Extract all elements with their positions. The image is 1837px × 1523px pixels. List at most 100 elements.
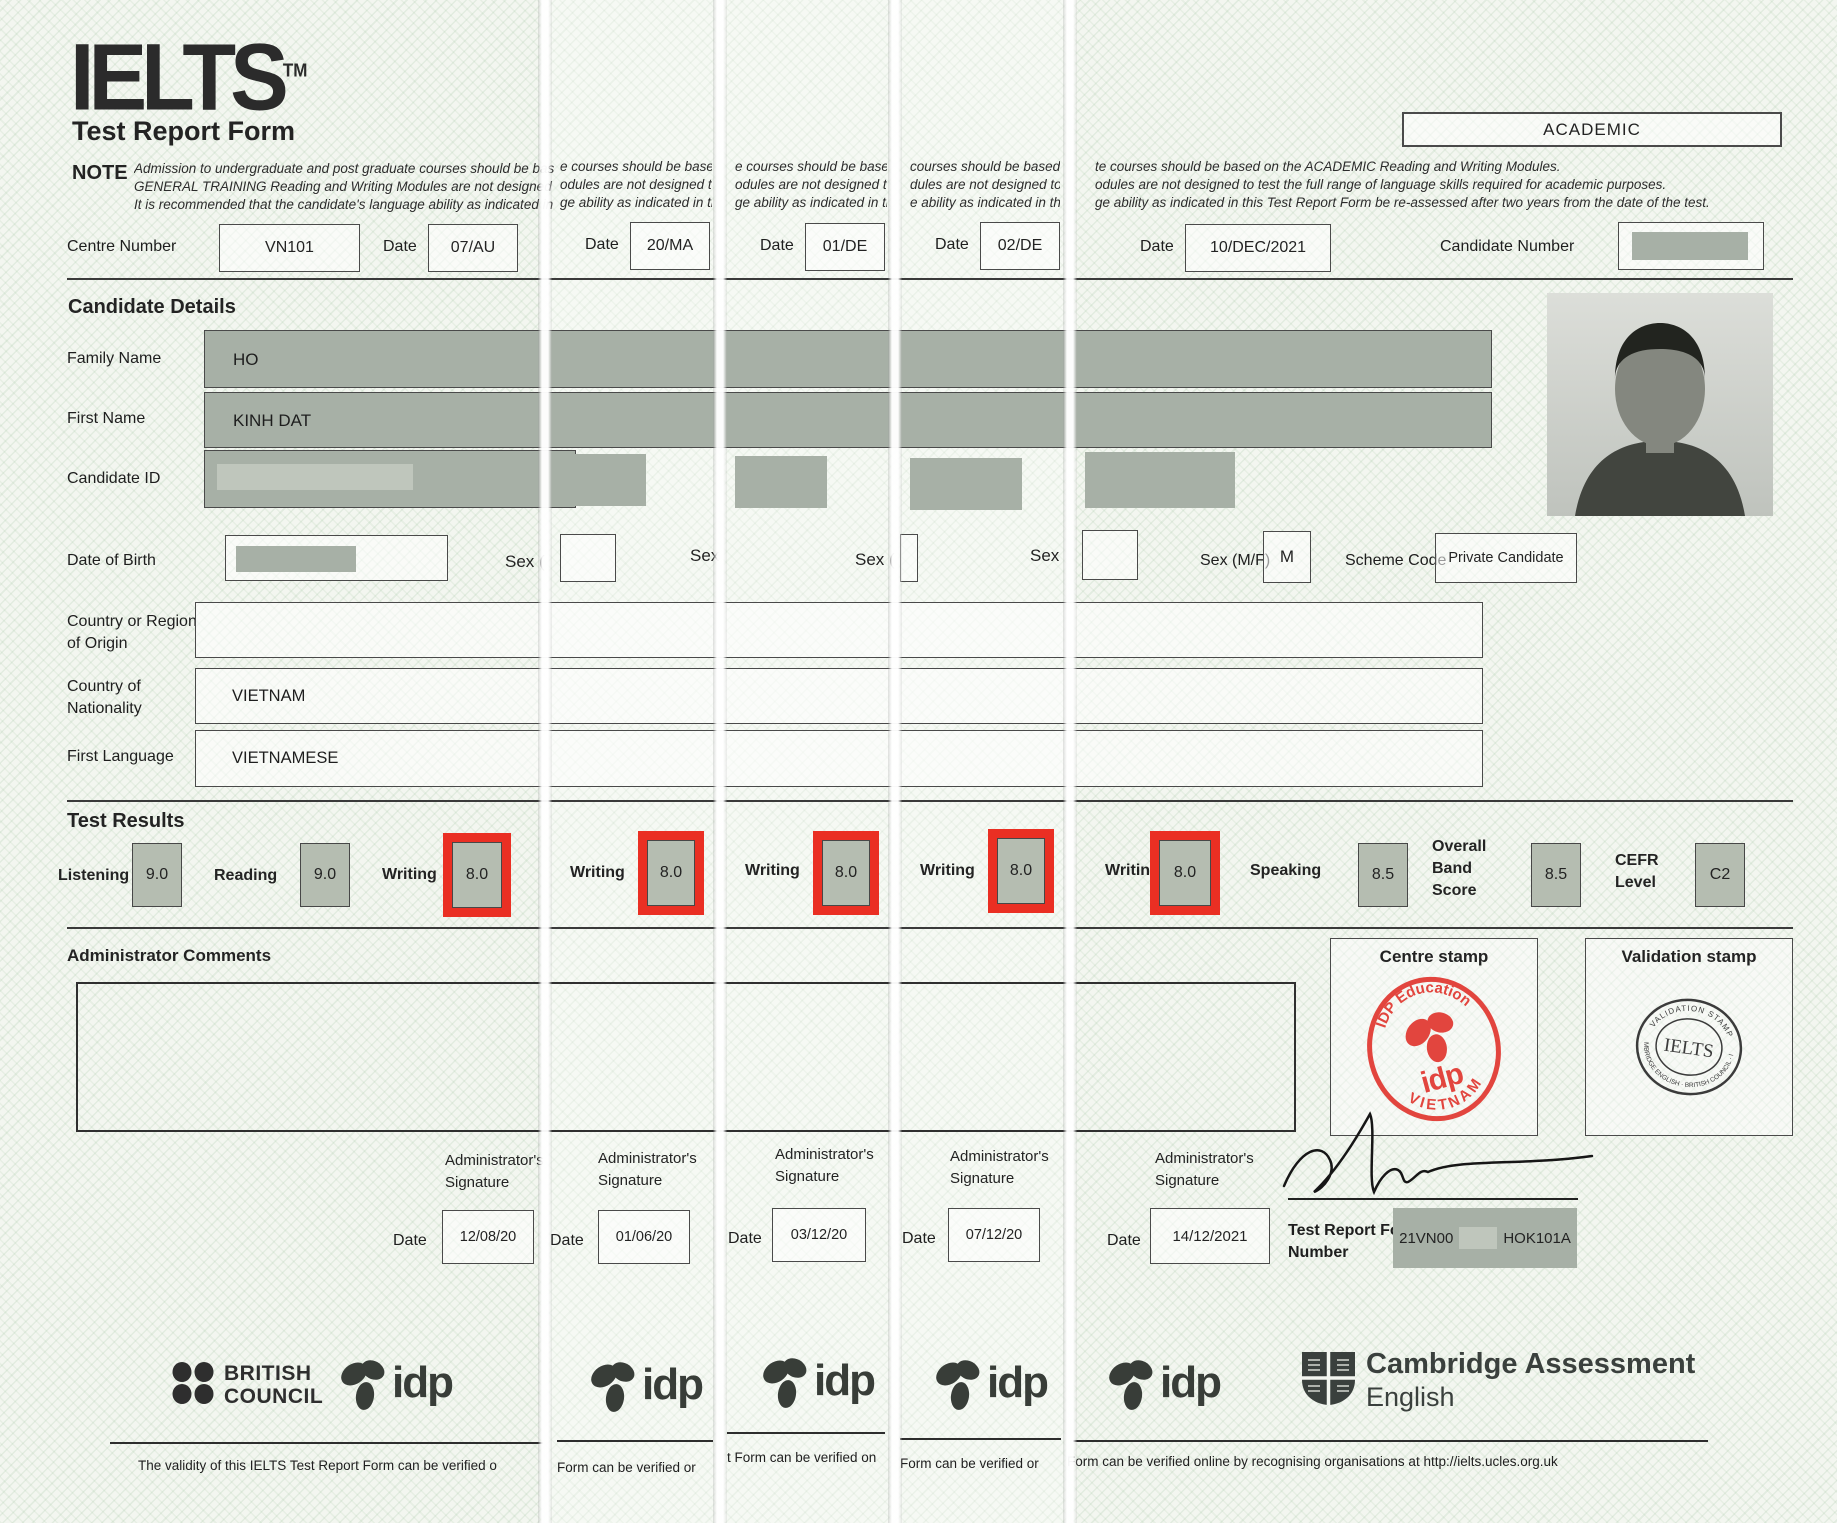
date-label-3: Date: [760, 237, 794, 254]
sig-label-2b: Signature: [598, 1172, 663, 1189]
sig-date-value-2: 01/06/20: [598, 1210, 690, 1264]
idp-icon-2: [591, 1362, 635, 1412]
scan-seam-1: [538, 0, 552, 1523]
first-name-box: KINH DAT: [204, 392, 1492, 448]
cefr-label-line1: CEFR: [1615, 852, 1659, 869]
first-name-value: KINH DAT: [233, 411, 312, 430]
writing-label-1: Writing: [382, 866, 437, 883]
cefr-label-line2: Level: [1615, 874, 1656, 891]
listening-score: 9.0: [132, 843, 182, 907]
writing-label-5: Writing: [1105, 862, 1160, 879]
british-council-label-line2: COUNCIL: [224, 1385, 324, 1408]
dob-label: Date of Birth: [67, 552, 156, 569]
trf-number-label-line1: Test Report Form: [1288, 1222, 1421, 1239]
validation-stamp-box: Validation stamp VALIDATION STAMP CAMBRI…: [1579, 938, 1793, 1136]
date-value-2: 20/MA: [630, 222, 710, 270]
sig-label-2a: Administrator's: [598, 1150, 697, 1167]
sig-date-label-2: Date: [550, 1232, 584, 1249]
family-name-value: HO: [233, 350, 259, 369]
speaking-label: Speaking: [1250, 862, 1322, 879]
family-name-box: HO: [204, 330, 1492, 388]
ielts-logo-text: IELTS: [70, 23, 289, 130]
reading-score: 9.0: [300, 843, 350, 907]
first-language-value: VIETNAMESE: [232, 749, 339, 767]
sig-label-1a: Administrator's: [445, 1152, 544, 1169]
note-line-3: It is recommended that the candidate's l…: [134, 197, 554, 212]
date-label-5: Date: [1140, 238, 1174, 255]
sex-fragment-2: Sex: [690, 546, 720, 565]
verify-rule-2: [557, 1440, 713, 1442]
writing-score-highlight-5: 8.0: [1150, 831, 1220, 915]
trf-number-box: 21VN00 HOK101A: [1393, 1208, 1577, 1268]
writing-score-highlight-1: 8.0: [443, 833, 511, 917]
speaking-score: 8.5: [1358, 843, 1408, 907]
british-council-icon: [172, 1362, 214, 1404]
idp-logo-2: [590, 1360, 636, 1421]
scheme-code-label: Scheme Code: [1345, 552, 1447, 569]
sig-label-4a: Administrator's: [950, 1148, 1049, 1165]
sex-fragment-4: Sex: [1030, 546, 1060, 565]
candidate-number-box: [1618, 222, 1764, 270]
verify-text-4: Form can be verified or: [900, 1456, 1039, 1471]
idp-icon-1: [341, 1360, 385, 1410]
verify-text-3: t Form can be verified on: [727, 1450, 877, 1465]
idp-icon-4: [936, 1360, 980, 1410]
note-frag3-3: ge ability as indicated in this Te: [735, 195, 887, 210]
writing-score-highlight-4: 8.0: [988, 829, 1054, 913]
sex-box-fragment-5: [1082, 530, 1138, 580]
admin-comments-box: [76, 982, 1296, 1132]
verify-text-1: The validity of this IELTS Test Report F…: [138, 1458, 497, 1473]
overall-band-score: 8.5: [1531, 843, 1581, 907]
date-label-4: Date: [935, 236, 969, 253]
sex-fragment-3: Sex (: [855, 550, 895, 569]
date-value-1: 07/AU: [428, 224, 518, 272]
note-right-1: te courses should be based on the ACADEM…: [1095, 159, 1561, 174]
note-frag3-2: odules are not designed to test: [735, 177, 887, 192]
nationality-label-line1: Country of: [67, 678, 141, 695]
nationality-value: VIETNAM: [232, 687, 306, 705]
idp-label-5: idp: [1160, 1358, 1222, 1407]
writing-score-highlight-3: 8.0: [813, 831, 879, 915]
note-frag4-1: courses should be based on t: [910, 159, 1060, 174]
trf-number-prefix: 21VN00: [1399, 1229, 1454, 1247]
first-language-label: First Language: [67, 748, 174, 765]
writing-score-1: 8.0: [452, 842, 502, 908]
module-badge: ACADEMIC: [1402, 112, 1782, 147]
sig-date-value-4: 07/12/20: [948, 1208, 1040, 1262]
trf-number-redaction: [1459, 1227, 1498, 1249]
divider-results-top: [67, 800, 1793, 802]
sig-label-5a: Administrator's: [1155, 1150, 1254, 1167]
cambridge-shield-icon: [1300, 1350, 1357, 1407]
test-results-title: Test Results: [67, 810, 185, 832]
origin-box: [195, 602, 1483, 658]
scan-seam-2: [713, 0, 727, 1523]
sex-box-fragment-2: [560, 534, 616, 582]
overall-label-line2: Band: [1432, 860, 1472, 877]
reading-label: Reading: [214, 867, 278, 884]
idp-logo-1: [340, 1358, 386, 1419]
sex-label: Sex (M/F): [1200, 552, 1271, 569]
listening-label: Listening: [58, 867, 130, 884]
idp-label-1: idp: [392, 1358, 454, 1407]
writing-score-5: 8.0: [1159, 840, 1211, 906]
dob-redaction: [236, 546, 356, 572]
idp-logo-3: [762, 1356, 808, 1417]
overall-label-line1: Overall: [1432, 838, 1487, 855]
sig-date-label-1: Date: [393, 1232, 427, 1249]
idp-stamp-icon: IDP Education VIETNAM idp: [1365, 968, 1501, 1123]
writing-label-3: Writing: [745, 862, 800, 879]
idp-logo-4: [935, 1358, 981, 1419]
note-line-1: Admission to undergraduate and post grad…: [134, 161, 554, 176]
form-title: Test Report Form: [72, 116, 296, 146]
centre-number-label: Centre Number: [67, 238, 177, 255]
centre-stamp-label: Centre stamp: [1379, 947, 1489, 966]
trf-number-suffix: HOK101A: [1503, 1229, 1571, 1247]
trf-number-label-line2: Number: [1288, 1244, 1349, 1261]
date-value-3: 01/DE: [805, 223, 885, 271]
writing-label-4: Writing: [920, 862, 975, 879]
overall-label-line3: Score: [1432, 882, 1477, 899]
cambridge-label-line2: English: [1366, 1382, 1455, 1412]
cambridge-label-line1: Cambridge Assessment: [1366, 1348, 1696, 1380]
note-frag4-2: dules are not designed to test: [910, 177, 1060, 192]
